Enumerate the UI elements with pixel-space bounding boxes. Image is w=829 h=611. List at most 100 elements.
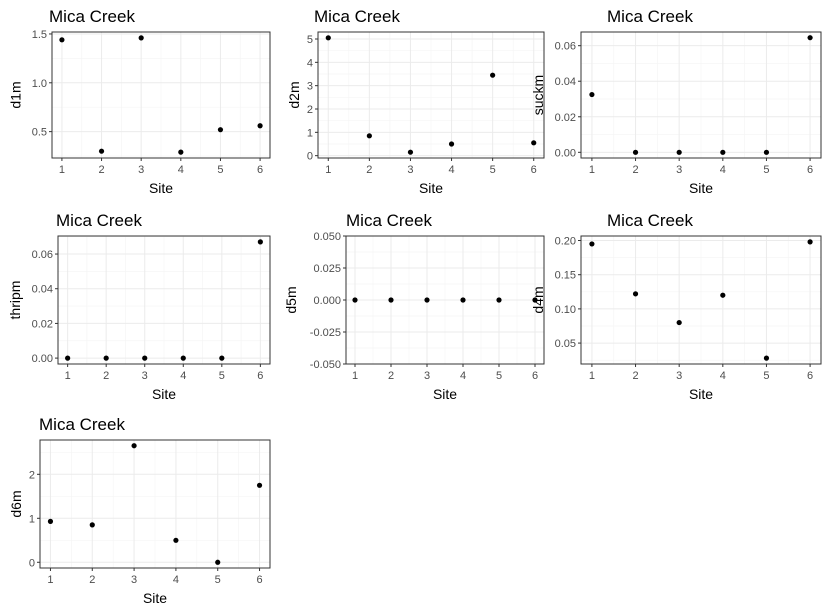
panel-border — [57, 235, 271, 365]
y-tick-label: 0.04 — [32, 284, 53, 296]
data-point — [676, 319, 682, 326]
data-point — [325, 35, 331, 41]
y-axis-title: d5m — [283, 286, 299, 313]
x-tick-label: 3 — [424, 370, 430, 382]
x-tick-label: 1 — [59, 164, 65, 176]
chart-panel-4: 1 2 3 4 5 6 0.00 0.02 0.04 0.06 Mica Creek Site thri… — [7, 211, 271, 402]
y-tick-label: 2 — [29, 469, 35, 481]
data-point — [59, 37, 65, 43]
y-axis-title: suckm — [530, 75, 546, 115]
x-tick-label: 2 — [388, 370, 394, 382]
x-tick-label: 1 — [47, 574, 53, 586]
panel-border — [51, 31, 271, 159]
x-tick-label: 5 — [215, 574, 221, 586]
data-point — [65, 355, 71, 361]
y-tick-label: 5 — [307, 34, 313, 46]
data-point — [98, 148, 105, 154]
y-axis-title: d4m — [530, 286, 546, 313]
x-tick-label: 2 — [89, 574, 95, 586]
x-tick-label: 2 — [366, 164, 372, 176]
y-tick-label: 0 — [29, 557, 35, 569]
y-axis-title: thripm — [7, 281, 23, 320]
y-tick-label: 0.000 — [313, 295, 341, 307]
y-tick-label: 0.050 — [313, 231, 341, 243]
y-tick-label: 1.0 — [32, 78, 47, 90]
x-tick-label: 3 — [676, 370, 682, 382]
x-tick-label: 1 — [325, 164, 331, 176]
chart-panel-5: 1 2 3 4 5 6 -0.050 -0.025 0.000 0.025 0.050 Mica Cr… — [283, 211, 545, 402]
y-tick-label: 0.5 — [32, 127, 47, 139]
y-tick-label: 0 — [307, 151, 313, 163]
x-tick-label: 4 — [180, 370, 186, 382]
y-tick-label: -0.025 — [310, 327, 341, 339]
chart-title: Mica Creek — [49, 7, 135, 26]
x-tick-label: 1 — [352, 370, 358, 382]
y-axis-title: d6m — [8, 490, 24, 517]
x-axis-title: Site — [419, 180, 443, 196]
y-tick-label: 0.00 — [555, 147, 576, 159]
x-tick-label: 2 — [632, 164, 638, 176]
data-point — [720, 149, 726, 155]
x-tick-label: 5 — [217, 164, 223, 176]
x-axis-title: Site — [149, 180, 173, 196]
data-point — [352, 297, 358, 303]
x-tick-label: 3 — [138, 164, 144, 176]
x-tick-label: 5 — [763, 370, 769, 382]
chart-title: Mica Creek — [607, 7, 693, 26]
data-point — [180, 355, 186, 361]
x-tick-label: 3 — [407, 164, 413, 176]
data-point — [89, 522, 95, 528]
data-point — [807, 35, 813, 41]
x-tick-label: 4 — [448, 164, 454, 176]
y-tick-label: 0.15 — [555, 270, 576, 282]
x-tick-label: 1 — [65, 370, 71, 382]
data-point — [256, 482, 263, 488]
x-tick-label: 6 — [531, 164, 537, 176]
data-point — [257, 123, 263, 129]
data-point — [676, 149, 682, 155]
y-axis-title: d1m — [7, 81, 23, 108]
data-point — [763, 149, 770, 155]
chart-title: Mica Creek — [346, 211, 432, 230]
x-axis-title: Site — [433, 386, 457, 402]
data-point — [448, 141, 455, 147]
data-point — [407, 149, 414, 155]
x-axis-title: Site — [152, 386, 176, 402]
x-tick-label: 6 — [807, 164, 813, 176]
x-tick-label: 1 — [589, 164, 595, 176]
x-tick-label: 4 — [720, 164, 726, 176]
x-axis-title: Site — [689, 180, 713, 196]
y-tick-label: 0.06 — [32, 249, 53, 261]
y-tick-label: 0.06 — [555, 41, 576, 53]
data-point — [257, 239, 263, 245]
data-point — [217, 127, 224, 133]
data-point — [632, 149, 639, 155]
data-point — [366, 133, 372, 139]
data-point — [219, 355, 225, 361]
data-point — [490, 72, 496, 78]
x-tick-label: 2 — [103, 370, 109, 382]
y-tick-label: 0.02 — [32, 318, 53, 330]
panel-border — [39, 439, 271, 569]
data-point — [531, 140, 537, 146]
x-tick-label: 5 — [219, 370, 225, 382]
data-point — [763, 355, 770, 361]
data-point — [720, 292, 726, 298]
x-axis-title: Site — [143, 590, 167, 606]
chart-title: Mica Creek — [39, 415, 125, 434]
y-tick-label: 0.05 — [555, 338, 576, 350]
x-tick-label: 4 — [460, 370, 466, 382]
x-tick-label: 5 — [490, 164, 496, 176]
x-axis-title: Site — [689, 386, 713, 402]
x-tick-label: 1 — [589, 370, 595, 382]
y-tick-label: 0.025 — [313, 263, 341, 275]
y-tick-label: 1 — [29, 513, 35, 525]
x-tick-label: 6 — [807, 370, 813, 382]
x-tick-label: 3 — [142, 370, 148, 382]
data-point — [388, 297, 394, 303]
data-point — [807, 239, 813, 245]
